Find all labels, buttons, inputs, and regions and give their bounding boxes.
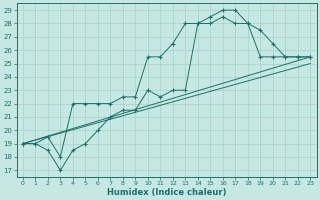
X-axis label: Humidex (Indice chaleur): Humidex (Indice chaleur) xyxy=(107,188,226,197)
